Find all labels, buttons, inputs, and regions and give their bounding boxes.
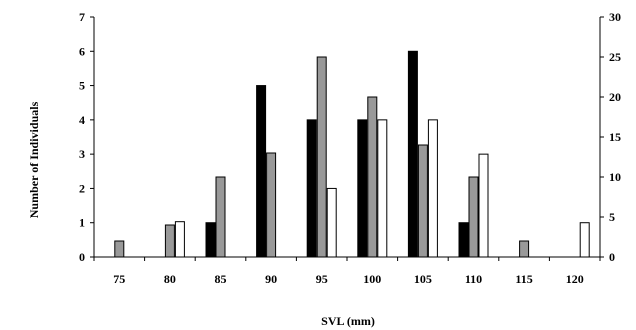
y-tick-label: 6: [79, 44, 85, 58]
x-tick-label: 75: [113, 272, 125, 286]
y2-tick-label: 15: [609, 130, 621, 144]
x-tick-label: 105: [414, 272, 432, 286]
y-axis-title: Number of Individuals: [27, 101, 41, 218]
y-tick-label: 3: [79, 147, 85, 161]
bar-series-2: [417, 144, 428, 258]
y2-tick-label: 5: [609, 210, 615, 224]
bar-series-3: [427, 119, 438, 258]
bar-series-3: [326, 187, 337, 258]
bar-series-3: [478, 153, 489, 258]
x-tick-label: 115: [515, 272, 532, 286]
bar-series-1: [205, 222, 216, 258]
x-tick-label: 85: [215, 272, 227, 286]
bar-series-1: [306, 119, 317, 258]
bar-series-2: [367, 96, 378, 258]
bar-series-1: [458, 222, 469, 258]
bar-series-2: [164, 224, 175, 258]
plot-area: 0 1 2 3 4 5 6 7 0 5 10 15 20 25 30 75 80 85 90 95 100 105 110 1…: [79, 10, 621, 286]
bar-series-2: [316, 56, 327, 258]
y2-tick-label: 10: [609, 170, 621, 184]
x-tick-label: 120: [566, 272, 584, 286]
bar-series-2: [215, 176, 226, 258]
y2-tick-label: 30: [609, 10, 621, 24]
y2-tick-label: 25: [609, 50, 621, 64]
y-tick-label: 1: [79, 216, 85, 230]
y2-tick-label: 0: [609, 250, 615, 264]
bar-series-3: [579, 222, 590, 258]
bar-series-2: [519, 240, 530, 258]
y-tick-label: 0: [79, 250, 85, 264]
bar-series-1: [256, 85, 267, 258]
x-tick-label: 100: [363, 272, 381, 286]
bar-series-2: [468, 176, 479, 258]
x-axis-title: SVL (mm): [321, 314, 375, 328]
y-tick-label: 2: [79, 181, 85, 195]
x-tick-label: 80: [164, 272, 176, 286]
bar-series-3: [377, 119, 388, 258]
y-tick-label: 7: [79, 10, 85, 24]
bar-series-1: [357, 119, 368, 258]
bar-series-2: [266, 152, 277, 258]
y-tick-label: 5: [79, 79, 85, 93]
x-tick-label: 95: [316, 272, 328, 286]
bar-series-2: [114, 240, 125, 258]
y2-tick-label: 20: [609, 90, 621, 104]
x-tick-label: 90: [265, 272, 277, 286]
bar-series-1: [407, 50, 418, 258]
y-tick-label: 4: [79, 113, 85, 127]
x-tick-label: 110: [465, 272, 482, 286]
bar-series-3: [174, 221, 185, 258]
